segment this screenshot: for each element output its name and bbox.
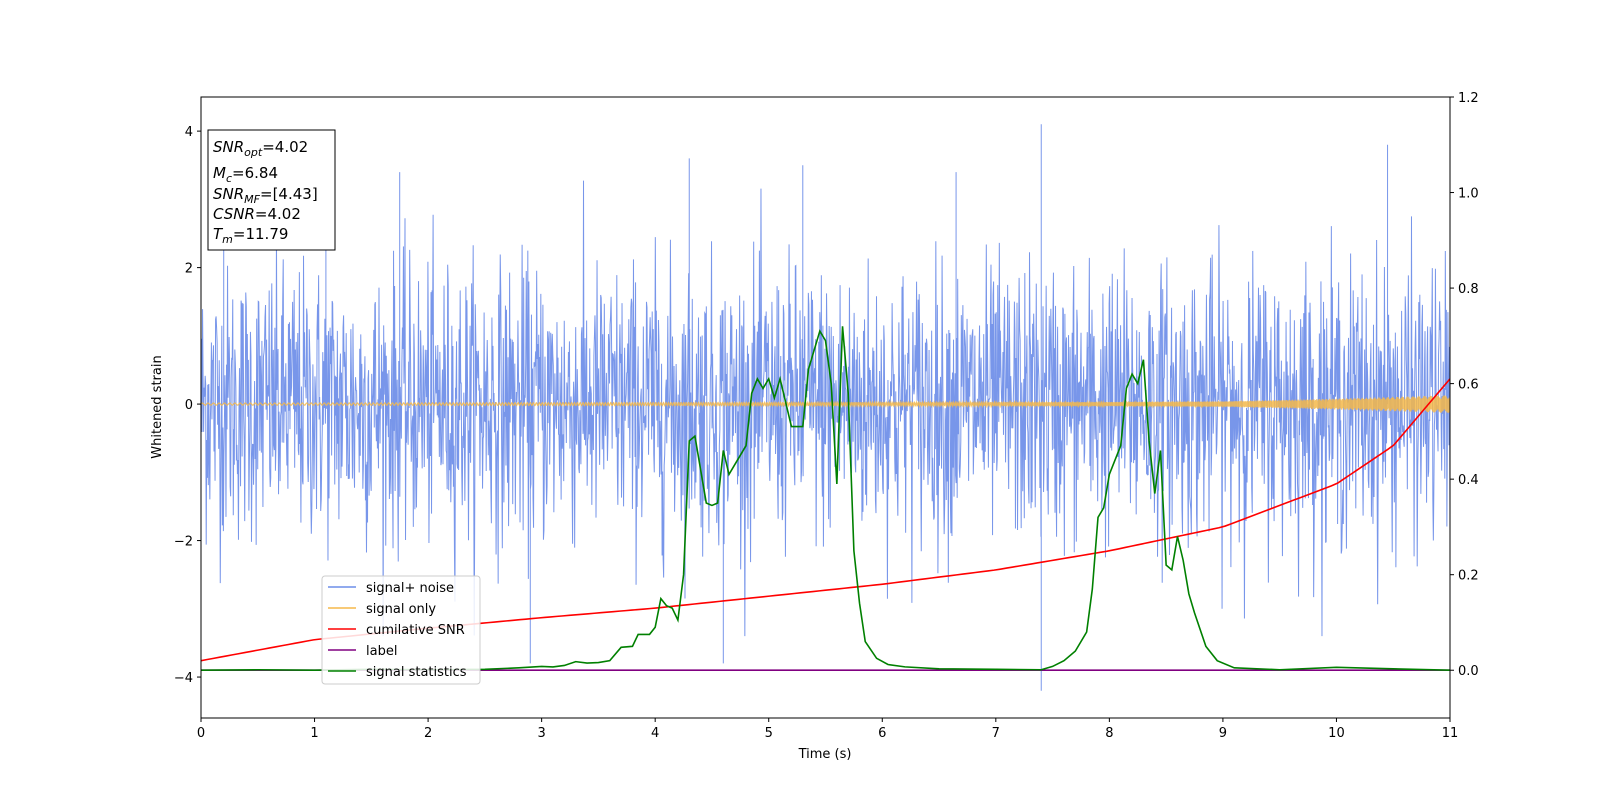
x-tick-label: 5 [765, 726, 773, 741]
legend-label-signal-statistics: signal statistics [366, 665, 467, 680]
x-axis-label: Time (s) [798, 747, 852, 762]
info-snr-opt: SNRopt=4.02 [213, 138, 308, 159]
x-tick-label: 7 [992, 726, 1000, 741]
x-tick-label: 3 [537, 726, 545, 741]
info-mc: Mc=6.84 [213, 164, 278, 185]
legend: signal+ noise signal only cumilative SNR… [321, 575, 481, 685]
legend-label-cumilative-snr: cumilative SNR [366, 623, 465, 638]
y-right-tick-label: 1.2 [1458, 91, 1479, 106]
x-tick-label: 4 [651, 726, 659, 741]
info-tm: Tm=11.79 [213, 225, 288, 246]
series-signal-statistics [201, 326, 1450, 672]
y-right-tick-label: 0.4 [1458, 473, 1479, 488]
legend-label-signal-noise: signal+ noise [366, 581, 454, 596]
y-right-tick-label: 0.2 [1458, 569, 1479, 584]
y-axis-label: Whitened strain [150, 355, 165, 458]
x-tick-label: 10 [1328, 726, 1345, 741]
series-signal-only [201, 395, 1450, 413]
y-left-tick-label: −2 [174, 535, 193, 550]
y-left-tick-label: 2 [185, 262, 193, 277]
y-right-tick-label: 1.0 [1458, 187, 1479, 202]
x-tick-label: 1 [310, 726, 318, 741]
plot-frame [200, 96, 1451, 719]
x-tick-label: 6 [878, 726, 886, 741]
x-tick-label: 0 [197, 726, 205, 741]
ticks-layer: 0 1 2 3 4 5 6 7 8 9 10 11 4 2 0 −2 −4 1.2 1.0 0.8 0.6 0.4 0.2 0… [174, 91, 1479, 741]
x-tick-label: 11 [1442, 726, 1459, 741]
series-signal-noise [201, 124, 1450, 691]
y-left-tick-label: 0 [185, 398, 193, 413]
info-snr-mf: SNRMF=[4.43] [213, 185, 318, 206]
x-tick-label: 8 [1105, 726, 1113, 741]
y-right-tick-label: 0.8 [1458, 282, 1479, 297]
info-box: SNRopt=4.02 Mc=6.84 SNRMF=[4.43] CSNR=4.… [207, 129, 336, 251]
legend-label-label: label [366, 644, 397, 659]
info-csnr: CSNR=4.02 [213, 205, 301, 223]
y-right-tick-label: 0.6 [1458, 378, 1479, 393]
y-left-tick-label: −4 [174, 671, 193, 686]
legend-label-signal-only: signal only [366, 602, 436, 617]
y-left-tick-label: 4 [185, 125, 193, 140]
y-right-tick-label: 0.0 [1458, 664, 1479, 679]
x-tick-label: 2 [424, 726, 432, 741]
x-tick-label: 9 [1219, 726, 1227, 741]
